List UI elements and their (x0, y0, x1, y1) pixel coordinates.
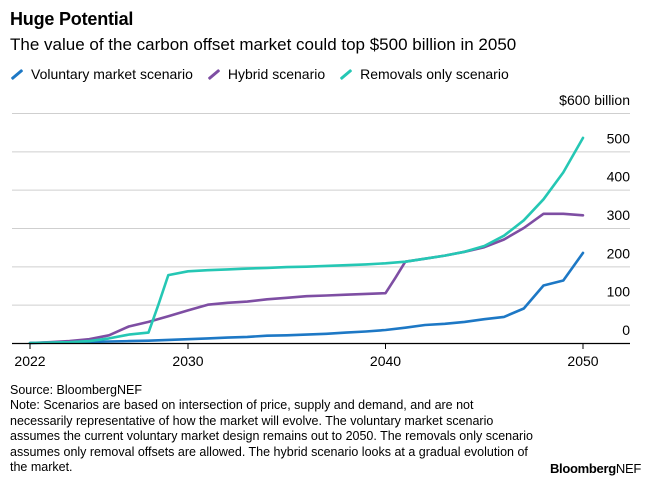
legend-item-removals: Removals only scenario (339, 66, 509, 82)
line-chart: 0 100 200 300 400 500 $600 billion 2022 2030 2040… (12, 92, 630, 369)
source-note: Source: BloombergNEF (10, 383, 143, 397)
y-tick-label-500: 500 (607, 130, 631, 146)
series-line-removals (28, 136, 585, 345)
axis-layer: 0 100 200 300 400 500 $600 billion 2022 2030 2040… (12, 92, 630, 369)
methodology-note: Note: Scenarios are based on intersectio… (10, 398, 533, 474)
brand-logo: BloombergNEF (550, 461, 641, 476)
legend-item-hybrid: Hybrid scenario (207, 66, 325, 82)
brand-bold: Bloomberg (549, 461, 616, 476)
y-axis-unit-label: $600 billion (559, 92, 630, 108)
series-line-voluntary (28, 251, 585, 345)
y-tick-label-300: 300 (607, 207, 631, 223)
chart-subtitle: The value of the carbon offset market co… (10, 35, 517, 54)
x-tick-label-2030: 2030 (172, 353, 203, 369)
series-layer (28, 136, 585, 345)
x-tick-label-2050: 2050 (567, 353, 598, 369)
x-tick-label-2022: 2022 (14, 353, 45, 369)
legend-item-voluntary: Voluntary market scenario (10, 66, 193, 82)
brand-regular: NEF (615, 461, 641, 476)
chart-legend: Voluntary market scenario Hybrid scenari… (10, 66, 523, 82)
grid-layer (12, 113, 630, 306)
legend-label-removals: Removals only scenario (360, 66, 509, 82)
legend-label-voluntary: Voluntary market scenario (31, 66, 193, 82)
y-tick-label-400: 400 (607, 169, 631, 185)
legend-label-hybrid: Hybrid scenario (227, 66, 326, 82)
chart-title: Huge Potential (10, 9, 134, 29)
series-line-hybrid (28, 212, 585, 345)
y-tick-label-200: 200 (607, 245, 631, 261)
y-tick-label-0: 0 (622, 322, 630, 338)
x-tick-label-2040: 2040 (370, 353, 401, 369)
y-tick-label-100: 100 (607, 284, 631, 300)
